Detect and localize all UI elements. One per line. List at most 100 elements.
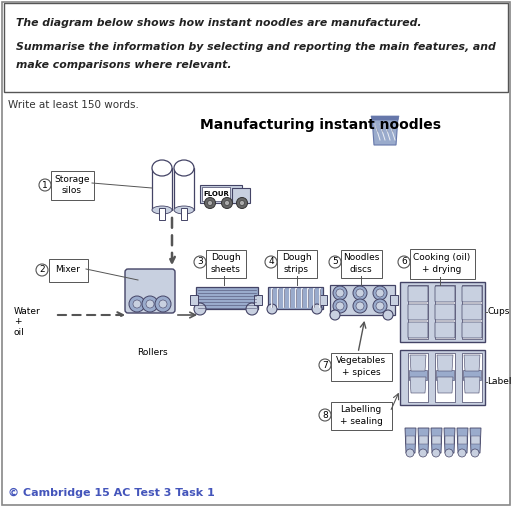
FancyBboxPatch shape xyxy=(205,249,245,277)
FancyBboxPatch shape xyxy=(462,322,482,338)
Circle shape xyxy=(458,449,466,457)
Text: 3: 3 xyxy=(197,258,203,267)
Text: Labels: Labels xyxy=(487,378,512,386)
FancyBboxPatch shape xyxy=(462,286,482,302)
Bar xyxy=(462,285,482,339)
Polygon shape xyxy=(405,428,416,453)
FancyBboxPatch shape xyxy=(408,322,428,338)
Circle shape xyxy=(265,256,277,268)
Circle shape xyxy=(356,289,364,297)
Circle shape xyxy=(146,300,154,308)
Circle shape xyxy=(376,302,384,310)
Circle shape xyxy=(204,198,216,208)
Circle shape xyxy=(142,296,158,312)
Bar xyxy=(190,295,198,305)
Bar xyxy=(268,287,323,309)
Text: Noodles
discs: Noodles discs xyxy=(343,254,379,274)
Circle shape xyxy=(194,303,206,315)
Text: Storage
silos: Storage silos xyxy=(54,175,90,195)
Circle shape xyxy=(333,299,347,313)
Text: FLOUR: FLOUR xyxy=(203,191,229,197)
Circle shape xyxy=(330,310,340,320)
Bar xyxy=(409,370,427,380)
Circle shape xyxy=(246,303,258,315)
Bar xyxy=(196,287,258,309)
Circle shape xyxy=(336,289,344,297)
Circle shape xyxy=(129,296,145,312)
Bar xyxy=(462,353,482,402)
Bar xyxy=(330,285,395,315)
Circle shape xyxy=(159,300,167,308)
Ellipse shape xyxy=(152,160,172,176)
Text: 5: 5 xyxy=(332,258,338,267)
Bar xyxy=(445,436,454,444)
Circle shape xyxy=(333,286,347,300)
Text: Dough
sheets: Dough sheets xyxy=(210,254,241,274)
Bar xyxy=(400,350,485,405)
Bar xyxy=(181,208,187,220)
Circle shape xyxy=(319,359,331,371)
Text: 8: 8 xyxy=(322,411,328,419)
Polygon shape xyxy=(437,377,453,393)
Bar xyxy=(200,185,242,203)
Circle shape xyxy=(383,310,393,320)
Bar xyxy=(432,436,441,444)
Bar xyxy=(400,282,485,342)
Circle shape xyxy=(36,264,48,276)
Text: Cooking (oil)
+ drying: Cooking (oil) + drying xyxy=(413,254,471,274)
Circle shape xyxy=(353,286,367,300)
Bar xyxy=(471,436,480,444)
Bar xyxy=(435,285,455,339)
Ellipse shape xyxy=(152,206,172,214)
Circle shape xyxy=(155,296,171,312)
FancyBboxPatch shape xyxy=(276,249,316,277)
FancyBboxPatch shape xyxy=(340,249,381,277)
FancyBboxPatch shape xyxy=(435,286,455,302)
FancyBboxPatch shape xyxy=(331,402,392,429)
Text: 1: 1 xyxy=(42,180,48,190)
Bar xyxy=(463,370,481,380)
FancyBboxPatch shape xyxy=(51,170,94,199)
Bar xyxy=(458,436,467,444)
Text: 7: 7 xyxy=(322,360,328,370)
Text: Summarise the information by selecting and reporting the main features, and: Summarise the information by selecting a… xyxy=(16,42,496,52)
Text: Mixer: Mixer xyxy=(56,266,80,274)
Bar xyxy=(408,285,428,339)
Circle shape xyxy=(471,449,479,457)
Bar xyxy=(436,370,454,380)
Bar xyxy=(408,353,428,402)
Bar xyxy=(419,436,428,444)
Ellipse shape xyxy=(174,206,194,214)
Polygon shape xyxy=(437,355,453,371)
Bar xyxy=(390,295,398,305)
FancyBboxPatch shape xyxy=(125,269,175,313)
Circle shape xyxy=(194,256,206,268)
Circle shape xyxy=(319,409,331,421)
Text: © Cambridge 15 AC Test 3 Task 1: © Cambridge 15 AC Test 3 Task 1 xyxy=(8,488,215,498)
Bar xyxy=(152,168,172,210)
FancyBboxPatch shape xyxy=(435,322,455,338)
Circle shape xyxy=(376,289,384,297)
FancyBboxPatch shape xyxy=(49,259,88,281)
FancyBboxPatch shape xyxy=(462,304,482,320)
Text: 6: 6 xyxy=(401,258,407,267)
Text: Dough
strips: Dough strips xyxy=(282,254,311,274)
Text: Labelling
+ sealing: Labelling + sealing xyxy=(339,406,382,425)
FancyBboxPatch shape xyxy=(410,248,475,278)
Circle shape xyxy=(224,200,229,205)
Text: Write at least 150 words.: Write at least 150 words. xyxy=(8,100,139,110)
Polygon shape xyxy=(418,428,429,453)
Circle shape xyxy=(432,449,440,457)
Circle shape xyxy=(222,198,232,208)
Text: 4: 4 xyxy=(268,258,274,267)
Text: Manufacturing instant noodles: Manufacturing instant noodles xyxy=(200,118,441,132)
Polygon shape xyxy=(444,428,455,453)
Circle shape xyxy=(398,256,410,268)
Polygon shape xyxy=(464,377,480,393)
Text: Vegetables
+ spices: Vegetables + spices xyxy=(336,356,386,377)
Polygon shape xyxy=(372,117,398,145)
Circle shape xyxy=(240,200,245,205)
Circle shape xyxy=(373,299,387,313)
Polygon shape xyxy=(431,428,442,453)
Circle shape xyxy=(419,449,427,457)
